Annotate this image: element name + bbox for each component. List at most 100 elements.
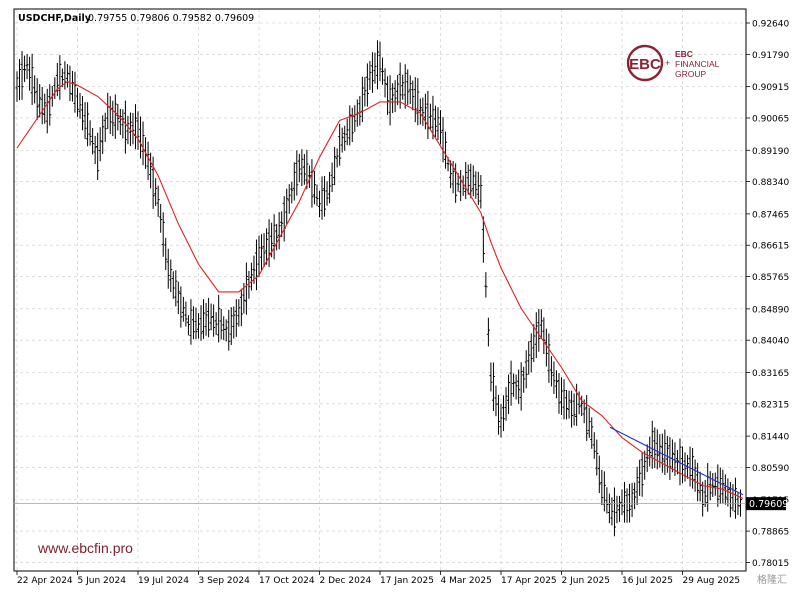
- price-bar: [592, 432, 596, 459]
- price-bar: [164, 237, 168, 271]
- price-bar: [191, 306, 195, 340]
- price-bar: [623, 481, 627, 523]
- price-bar: [456, 173, 460, 192]
- price-bar: [600, 469, 604, 506]
- price-bar: [544, 328, 548, 367]
- price-bar: [491, 362, 495, 411]
- price-bar: [146, 141, 150, 181]
- price-bar: [507, 374, 511, 415]
- price-bar: [353, 105, 357, 132]
- price-bar: [315, 184, 319, 207]
- price-bar: [582, 399, 586, 424]
- price-bar: [406, 69, 410, 106]
- price-bar: [701, 481, 705, 517]
- price-bar: [713, 472, 717, 496]
- price-bar: [15, 71, 19, 102]
- price-bar: [433, 105, 437, 138]
- y-tick-label: 0.78865: [752, 528, 789, 538]
- price-bar: [295, 150, 299, 196]
- price-bar: [587, 407, 591, 438]
- price-bar: [35, 78, 39, 120]
- website-url: www.ebcfin.pro: [37, 540, 133, 556]
- price-bar: [560, 377, 563, 416]
- y-tick-label: 0.89190: [752, 147, 789, 157]
- y-tick-label: 0.90915: [752, 83, 789, 93]
- price-bar: [396, 74, 400, 106]
- price-bar: [547, 333, 551, 383]
- price-bar: [393, 80, 397, 113]
- price-bar: [391, 83, 395, 113]
- price-bar: [25, 54, 29, 80]
- price-bar: [655, 429, 659, 470]
- price-bar: [570, 390, 574, 428]
- price-bar: [476, 171, 480, 206]
- price-bar: [464, 161, 468, 200]
- price-bar: [224, 319, 228, 342]
- price-bar: [234, 299, 238, 337]
- price-bar: [88, 120, 92, 146]
- price-bar: [325, 181, 329, 206]
- price-bar: [539, 309, 543, 340]
- price-bar: [267, 219, 271, 268]
- x-tick-label: 17 Oct 2024: [259, 576, 315, 586]
- ohlc-values: 0.79755 0.79806 0.79582 0.79609: [88, 13, 254, 24]
- price-bar: [524, 350, 528, 389]
- price-bar: [365, 63, 369, 107]
- price-bar: [552, 361, 556, 394]
- price-bar: [595, 439, 599, 476]
- price-bar: [723, 474, 727, 505]
- price-bar: [620, 489, 624, 516]
- price-bar: [73, 71, 77, 113]
- price-bar: [91, 127, 95, 155]
- price-bar: [209, 303, 213, 331]
- price-bar: [186, 315, 190, 336]
- resistance-trendline[interactable]: [609, 426, 744, 496]
- price-bar: [249, 262, 253, 291]
- price-bar: [297, 153, 301, 183]
- price-bar: [184, 301, 188, 327]
- price-bar: [703, 479, 707, 507]
- price-bar: [517, 369, 521, 404]
- price-bar: [48, 84, 52, 126]
- price-bar: [86, 102, 90, 147]
- price-bar: [358, 96, 362, 126]
- price-bar: [96, 132, 100, 180]
- price-bar: [444, 131, 448, 169]
- price-bar: [318, 190, 321, 218]
- y-tick-label: 0.82315: [752, 400, 789, 410]
- price-bar: [232, 306, 236, 339]
- price-bar: [265, 228, 269, 265]
- price-bar: [388, 75, 392, 126]
- price-bar: [499, 404, 503, 438]
- price-bar: [189, 299, 193, 345]
- price-bar: [212, 304, 216, 337]
- price-bar: [401, 74, 405, 100]
- price-bar: [68, 65, 72, 102]
- price-bar: [418, 98, 422, 125]
- price-bar: [423, 93, 427, 130]
- time-axis[interactable]: 22 Apr 2024 5 Jun 2024 19 Jul 2024 3 Sep 20…: [16, 571, 740, 586]
- price-bar: [378, 41, 382, 82]
- price-bar: [605, 487, 609, 514]
- price-bar: [290, 181, 294, 204]
- price-bar: [660, 433, 664, 473]
- price-bar: [244, 262, 248, 315]
- price-bar: [413, 77, 417, 123]
- logo-line3: GROUP: [675, 69, 707, 79]
- price-bar: [118, 108, 122, 135]
- price-bar: [572, 393, 576, 426]
- y-tick-label: 0.80590: [752, 464, 789, 474]
- price-bar: [287, 184, 291, 214]
- price-bar: [562, 379, 566, 420]
- price-bar: [542, 317, 546, 355]
- price-bar: [239, 288, 243, 327]
- price-bar: [645, 444, 649, 472]
- price-bar: [300, 149, 304, 187]
- price-bar: [496, 394, 500, 435]
- price-bar: [260, 234, 264, 272]
- price-bar: [653, 427, 657, 469]
- price-bar: [38, 84, 42, 118]
- price-bar: [328, 172, 332, 204]
- price-bar: [630, 482, 634, 517]
